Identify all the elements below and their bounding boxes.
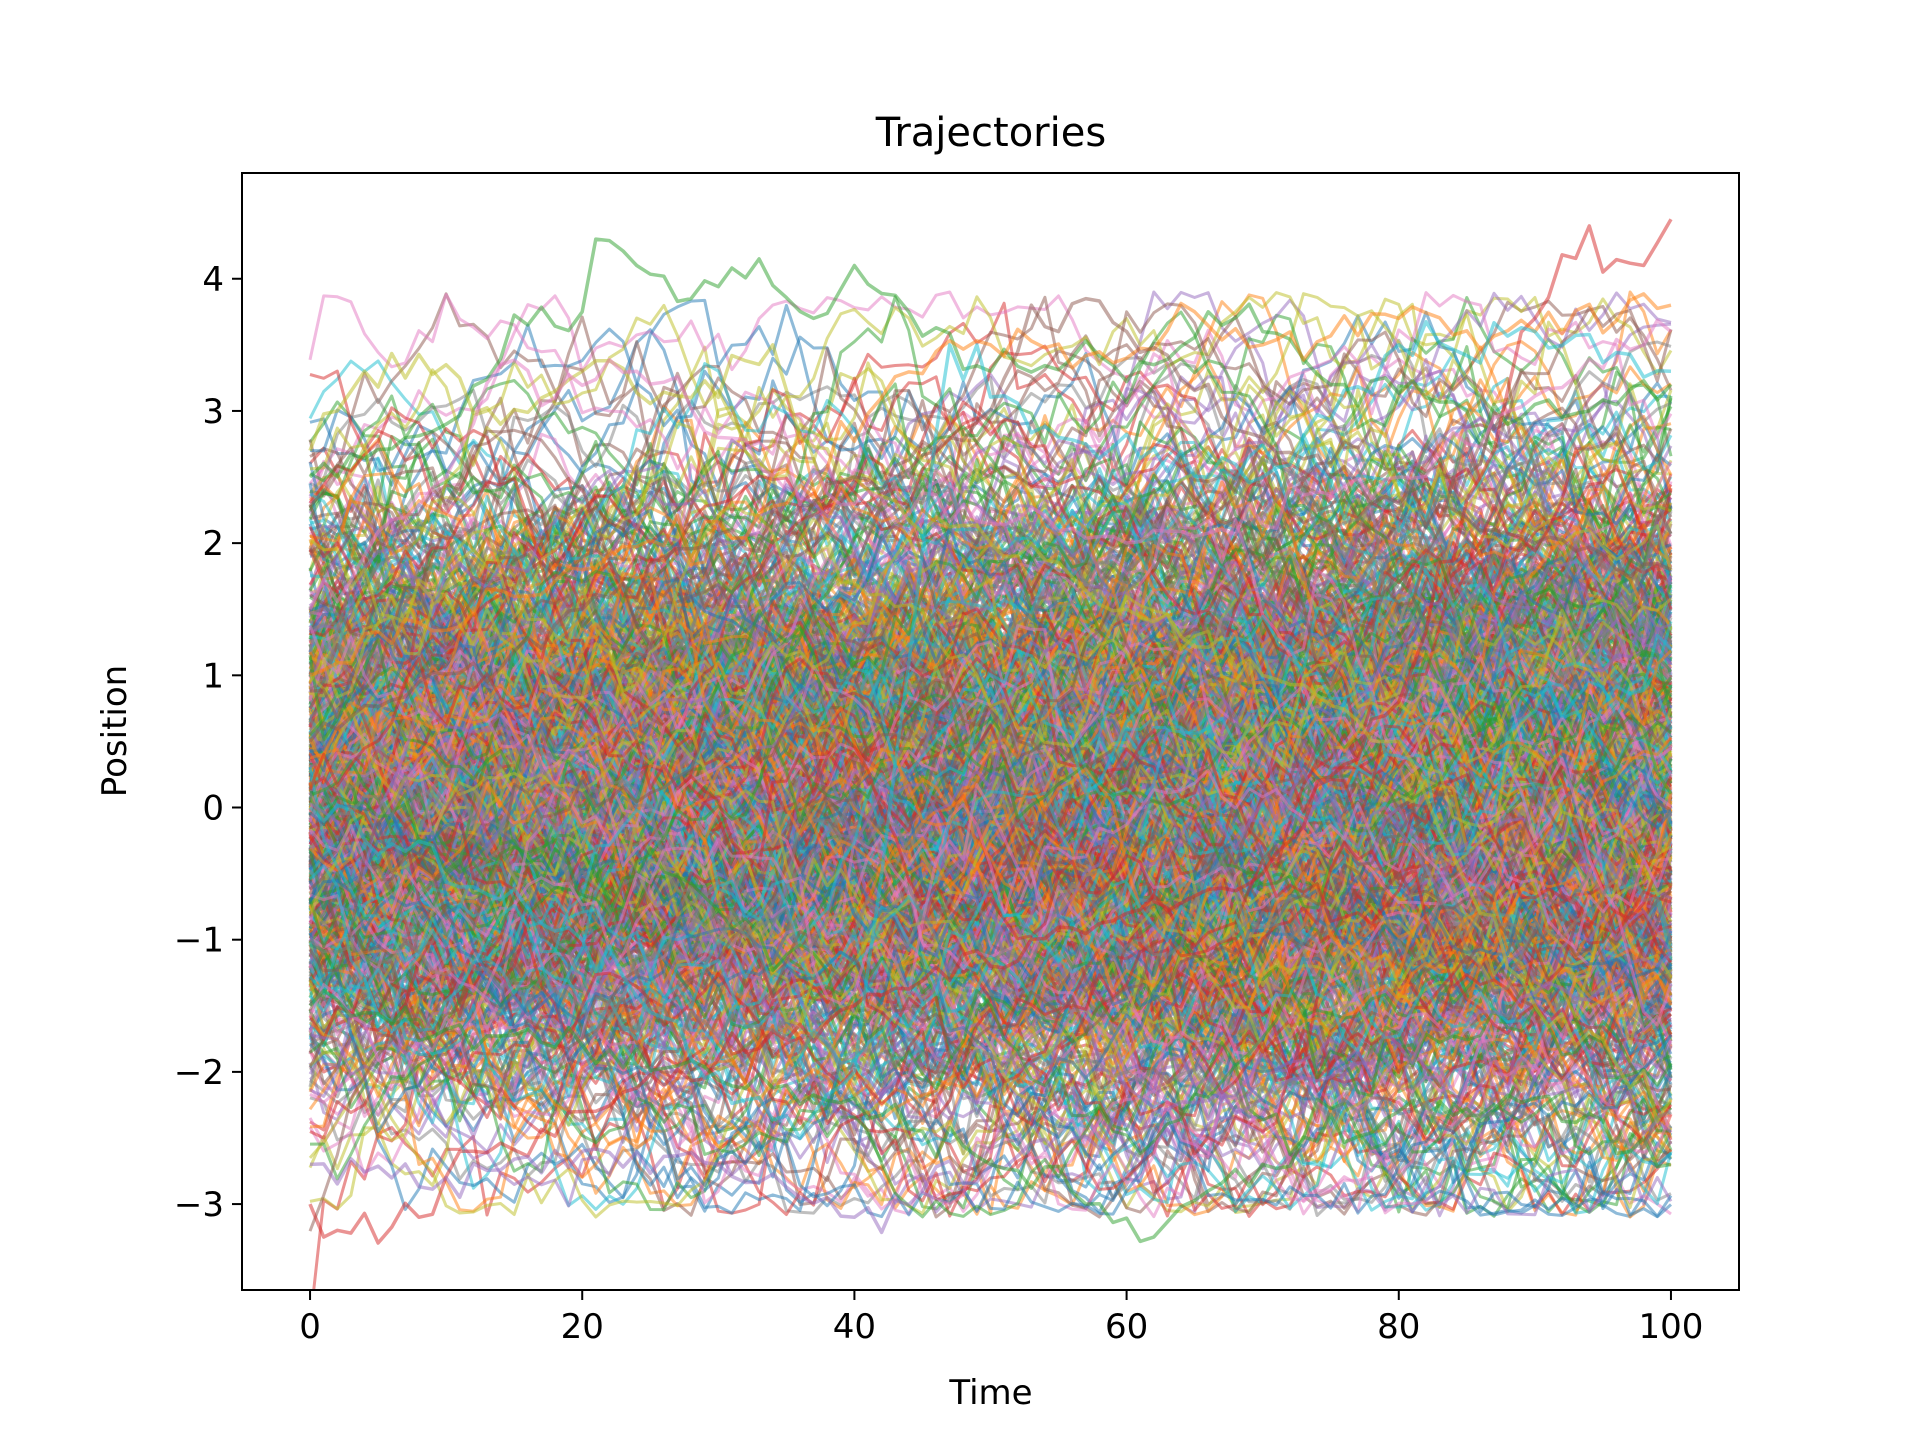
plot-area xyxy=(308,218,1673,1290)
trajectory-line xyxy=(309,935,1672,1135)
trajectory-line xyxy=(308,673,1673,1103)
y-axis-label: Position xyxy=(95,665,135,797)
trajectory-line xyxy=(308,954,1673,1217)
y-tick-label: 2 xyxy=(202,524,224,564)
trajectory-line xyxy=(308,693,1673,914)
trajectory-line-extreme xyxy=(308,218,1673,1245)
trajectory-line xyxy=(308,624,1673,1027)
trajectory-line xyxy=(308,664,1673,1130)
x-tick-label: 0 xyxy=(299,1307,321,1347)
x-tick-label: 60 xyxy=(1105,1307,1148,1347)
trajectory-line xyxy=(309,620,1672,1120)
trajectory-line xyxy=(308,864,1672,1166)
trajectory-line xyxy=(308,602,1673,977)
trajectory-line xyxy=(308,656,1673,1009)
y-tick-label: 3 xyxy=(202,392,224,432)
x-axis-label: Time xyxy=(948,1373,1032,1413)
trajectory-line xyxy=(309,361,1673,698)
trajectory-line xyxy=(309,528,1672,897)
chart-title: Trajectories xyxy=(875,110,1106,156)
trajectory-line xyxy=(309,291,1672,538)
trajectory-line xyxy=(308,875,1673,1118)
trajectory-line xyxy=(308,295,1672,761)
y-tick-label: −2 xyxy=(174,1053,224,1093)
trajectory-line xyxy=(308,291,1673,825)
trajectory-line xyxy=(308,768,1673,1076)
trajectory-line-extreme xyxy=(308,237,1673,479)
trajectory-line xyxy=(308,477,1672,907)
trajectory-line xyxy=(308,709,1673,1232)
plot-frame xyxy=(241,172,1740,1291)
trajectory-line xyxy=(308,817,1673,1164)
y-tick-label: 0 xyxy=(202,789,224,829)
trajectory-line-extreme xyxy=(308,988,1672,1244)
trajectory-line xyxy=(309,529,1673,1027)
y-axis: −3 −2 −1 0 1 2 3 4 xyxy=(174,260,242,1225)
trajectory-line-extreme xyxy=(308,343,1673,1124)
trajectory-line xyxy=(309,759,1673,1156)
trajectory-line xyxy=(308,698,1673,978)
x-tick-label: 100 xyxy=(1639,1307,1704,1347)
trajectory-line-extreme xyxy=(308,938,1672,1152)
trajectory-line xyxy=(308,891,1673,1219)
x-tick-label: 40 xyxy=(833,1307,876,1347)
x-axis: 0 20 40 60 80 100 xyxy=(299,1290,1703,1347)
y-tick-label: 4 xyxy=(202,260,224,300)
trajectory-line xyxy=(309,543,1672,875)
trajectory-line xyxy=(308,685,1673,1027)
x-tick-label: 80 xyxy=(1377,1307,1420,1347)
x-tick-label: 20 xyxy=(561,1307,604,1347)
trajectory-line xyxy=(309,571,1673,810)
trajectory-line-extreme xyxy=(308,318,1673,610)
trajectory-line xyxy=(309,292,1673,729)
trajectory-line xyxy=(308,469,1672,900)
series-layer xyxy=(308,218,1673,1290)
trajectory-line xyxy=(308,503,1672,764)
trajectory-line-extreme xyxy=(309,292,1672,677)
trajectory-line xyxy=(309,856,1672,1213)
trajectory-line xyxy=(308,362,1673,740)
trajectory-line xyxy=(308,758,1672,1037)
trajectory-line xyxy=(309,424,1673,705)
trajectory-line xyxy=(308,748,1673,1011)
trajectory-line xyxy=(309,714,1672,1069)
trajectory-line xyxy=(308,291,1672,795)
y-tick-label: 1 xyxy=(202,656,224,696)
trajectory-line-extreme xyxy=(308,296,1672,743)
trajectory-line-extreme xyxy=(308,320,1672,1140)
y-tick-label: −1 xyxy=(174,921,224,961)
trajectory-line xyxy=(308,471,1673,792)
y-tick-label: −3 xyxy=(174,1185,224,1225)
